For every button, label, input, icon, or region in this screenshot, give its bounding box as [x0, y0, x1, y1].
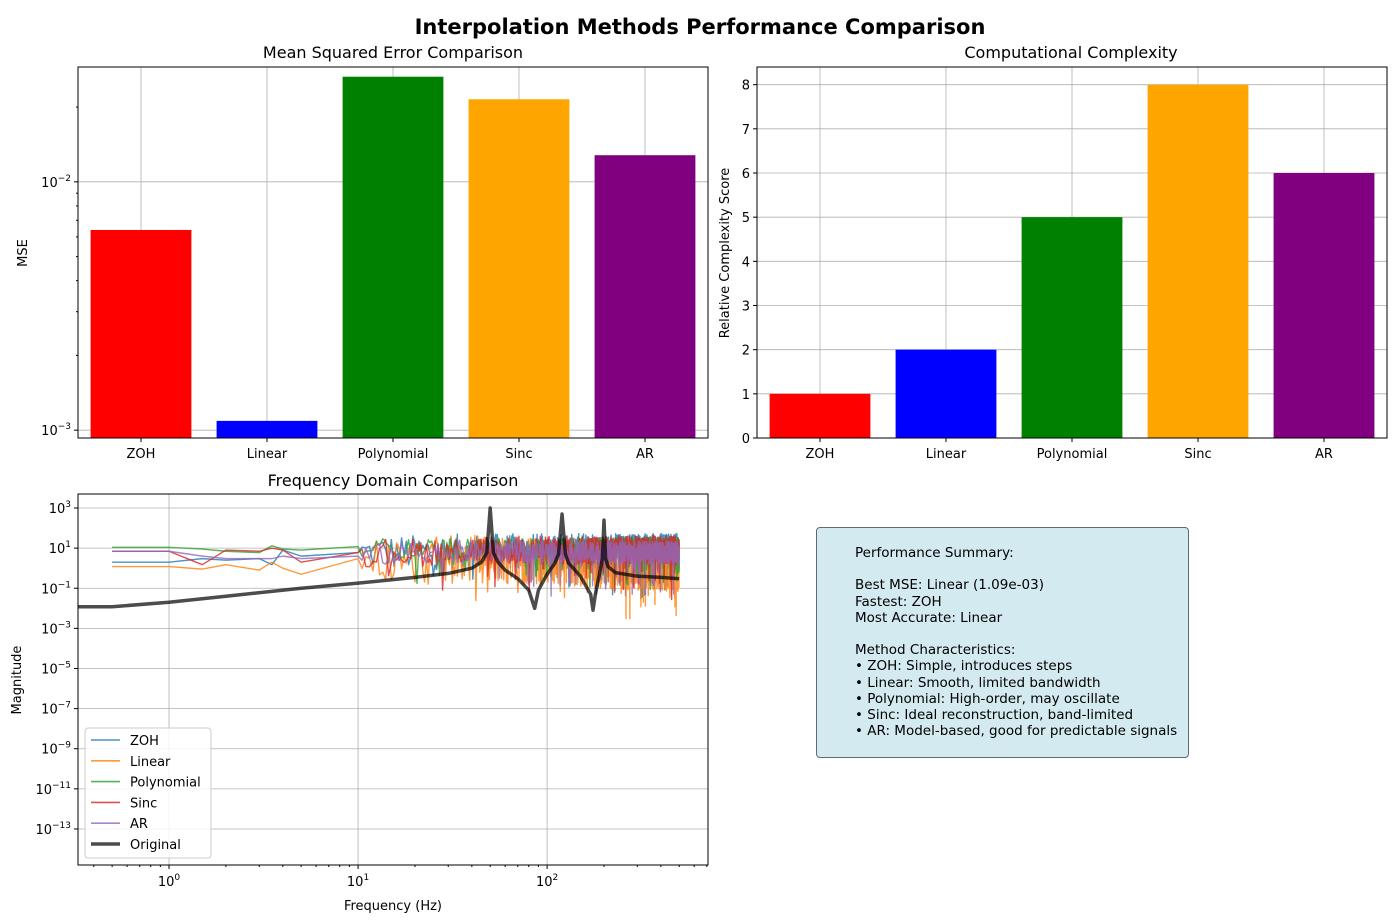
frequency-y-tick-label: 10−5 [41, 660, 71, 677]
mse-chart: Mean Squared Error Comparison MSE ZOH Lin… [16, 43, 709, 462]
frequency-line-ar [112, 539, 680, 597]
mse-x-tick-label: Polynomial [358, 447, 429, 462]
frequency-x-tick-label: 101 [347, 873, 369, 890]
mse-bar-polynomial [342, 76, 444, 438]
summary-line: Most Accurate: Linear [855, 609, 1003, 626]
mse-x-tick-label: ZOH [127, 447, 156, 462]
complexity-y-tick-label: 8 [742, 79, 750, 94]
frequency-plot-frame [77, 493, 709, 866]
summary-line: • Linear: Smooth, limited bandwidth [855, 674, 1101, 691]
legend-label-sinc: Sinc [130, 796, 157, 811]
frequency-x-axis-label: Frequency (Hz) [344, 899, 442, 914]
complexity-ticks: ZOH Linear Polynomial Sinc AR 0 1 2 3 4 5 6 7 8 [742, 79, 1333, 462]
complexity-bar-sinc [1147, 84, 1249, 439]
complexity-y-tick-label: 1 [742, 388, 750, 403]
complexity-bar-ar [1273, 173, 1375, 438]
complexity-plot-frame [756, 66, 1388, 439]
performance-summary-box: Performance Summary: Best MSE: Linear (1… [816, 527, 1189, 758]
complexity-chart: Computational Complexity Relative Comple… [718, 43, 1388, 462]
legend-label-polynomial: Polynomial [130, 776, 201, 791]
summary-line: • AR: Model-based, good for predictable … [855, 723, 1178, 740]
frequency-legend: ZOH Linear Polynomial Sinc AR Original [84, 727, 212, 859]
complexity-x-tick-label: Sinc [1184, 447, 1211, 462]
mse-bar-sinc [468, 99, 570, 438]
complexity-x-tick-label: Linear [926, 447, 967, 462]
complexity-x-tick-label: Polynomial [1037, 447, 1108, 462]
complexity-bar-linear [895, 349, 997, 438]
frequency-y-tick-label: 10−9 [41, 741, 71, 758]
complexity-x-tick-label: ZOH [806, 447, 835, 462]
mse-bar-linear [216, 420, 318, 438]
mse-ticks: ZOH Linear Polynomial Sinc AR 10−3 10−2 [41, 106, 654, 462]
summary-line: Fastest: ZOH [855, 593, 942, 610]
frequency-chart: Frequency Domain Comparison Magnitude Fr… [10, 471, 709, 914]
frequency-y-tick-label: 10−7 [41, 701, 71, 718]
complexity-y-axis-label: Relative Complexity Score [718, 168, 733, 339]
summary-line: Performance Summary: [855, 545, 1014, 561]
frequency-chart-title: Frequency Domain Comparison [268, 471, 519, 490]
frequency-y-tick-label: 10−1 [41, 580, 71, 597]
frequency-y-tick-label: 103 [49, 500, 71, 517]
mse-y-tick-label: 10−3 [41, 422, 71, 439]
frequency-ticks: 100 101 102 103 101 10−1 10−3 10−5 10−7 10−9 10−11… [35, 500, 708, 890]
mse-plot-frame [77, 66, 709, 439]
mse-x-tick-label: Sinc [505, 447, 532, 462]
summary-line: • Polynomial: High-order, may oscillate [855, 690, 1120, 707]
complexity-chart-title: Computational Complexity [964, 43, 1177, 62]
summary-line: • ZOH: Simple, introduces steps [855, 658, 1073, 675]
mse-y-tick-label: 10−2 [41, 174, 71, 191]
summary-line [855, 626, 1188, 642]
summary-line: Method Characteristics: [855, 642, 1016, 659]
frequency-y-tick-label: 10−11 [35, 781, 71, 798]
legend-label-ar: AR [130, 817, 148, 832]
complexity-y-tick-label: 7 [742, 123, 750, 138]
complexity-y-tick-label: 6 [742, 167, 750, 182]
frequency-line-original [78, 506, 680, 613]
frequency-y-tick-label: 101 [49, 540, 71, 557]
frequency-y-axis-label: Magnitude [10, 646, 25, 715]
mse-bar-ar [594, 155, 696, 438]
summary-line [855, 561, 1188, 577]
summary-line: Best MSE: Linear (1.09e-03) [855, 577, 1044, 594]
complexity-y-tick-label: 0 [742, 432, 750, 447]
mse-bars [90, 76, 696, 438]
mse-y-axis-label: MSE [16, 239, 31, 267]
frequency-y-tick-label: 10−13 [35, 821, 71, 838]
frequency-lines [78, 506, 680, 620]
frequency-y-tick-label: 10−3 [41, 620, 71, 637]
mse-chart-title: Mean Squared Error Comparison [263, 43, 523, 62]
complexity-y-tick-label: 4 [742, 255, 750, 270]
complexity-x-tick-label: AR [1315, 447, 1333, 462]
legend-label-original: Original [130, 838, 181, 853]
mse-bar-zoh [90, 229, 192, 438]
frequency-x-tick-label: 100 [158, 873, 181, 890]
complexity-y-tick-label: 2 [742, 344, 750, 359]
frequency-x-tick-label: 102 [536, 873, 558, 890]
complexity-y-tick-label: 3 [742, 300, 750, 315]
figure-title: Interpolation Methods Performance Compar… [415, 15, 986, 39]
complexity-bar-polynomial [1021, 217, 1123, 438]
mse-x-tick-label: Linear [247, 447, 288, 462]
complexity-bars [769, 84, 1375, 439]
mse-x-tick-label: AR [636, 447, 654, 462]
legend-label-linear: Linear [130, 755, 171, 770]
summary-line: • Sinc: Ideal reconstruction, band-limit… [855, 706, 1134, 723]
legend-label-zoh: ZOH [130, 734, 159, 749]
complexity-bar-zoh [769, 393, 871, 438]
complexity-y-tick-label: 5 [742, 211, 750, 226]
